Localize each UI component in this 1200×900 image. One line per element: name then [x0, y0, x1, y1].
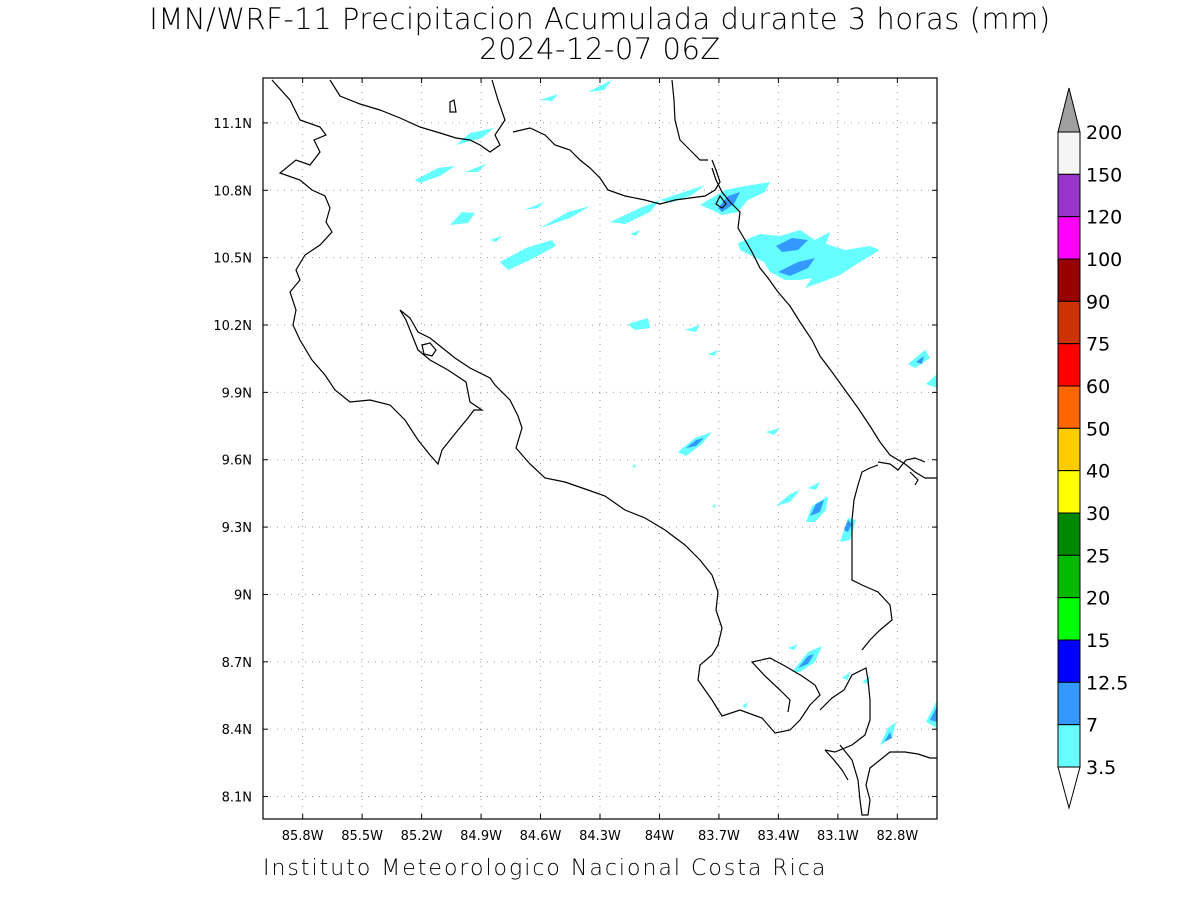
- legend-color-box: [1057, 639, 1081, 683]
- legend-label: 40: [1086, 461, 1110, 483]
- precipitation-areas: [415, 80, 937, 745]
- map-frame: [262, 77, 938, 820]
- map-subtitle-datetime: 2024-12-07 06Z: [479, 32, 721, 66]
- gridlines: [263, 78, 937, 819]
- legend-label: 150: [1086, 164, 1122, 186]
- color-legend: 200 150 120 100 90 75 60 50 40 30 25 20 15 12.5 7 3.5: [1057, 87, 1128, 810]
- lon-tick-label: 84.3W: [579, 829, 621, 844]
- lat-tick-label: 9N: [234, 588, 252, 603]
- legend-label: 120: [1086, 207, 1122, 229]
- legend-label: 25: [1086, 545, 1110, 567]
- footer-credit: Instituto Meteorologico Nacional Costa R…: [263, 856, 828, 881]
- lat-tick-label: 10.5N: [213, 252, 252, 267]
- lon-tick-label: 83.4W: [758, 829, 800, 844]
- legend-color-box: [1057, 216, 1081, 260]
- lat-tick-label: 11.1N: [213, 117, 252, 132]
- latitude-ticks: 11.1N 10.8N 10.5N 10.2N 9.9N 9.6N 9.3N 9N 8.7N 8.…: [213, 117, 937, 806]
- legend-color-box: [1057, 554, 1081, 599]
- legend-color-box: [1057, 681, 1081, 726]
- legend-label: 12.5: [1086, 672, 1128, 694]
- legend-color-box: [1057, 131, 1081, 175]
- legend-over-arrow: [1057, 87, 1081, 133]
- legend-label: 200: [1086, 122, 1122, 144]
- lat-tick-label: 9.3N: [222, 521, 252, 536]
- legend-label: 100: [1086, 249, 1122, 271]
- legend-label: 7: [1086, 715, 1098, 737]
- legend-label: 3.5: [1086, 757, 1116, 779]
- longitude-ticks: 85.8W 85.5W 85.2W 84.9W 84.6W 84.3W 84W 83.7W 83…: [282, 78, 918, 844]
- legend-label: 50: [1086, 418, 1110, 440]
- legend-color-box: [1057, 427, 1081, 472]
- lat-tick-label: 9.9N: [222, 386, 252, 401]
- lon-tick-label: 84.6W: [520, 829, 562, 844]
- legend-under-arrow: [1057, 766, 1081, 810]
- lat-tick-label: 10.2N: [213, 319, 252, 334]
- map-title: IMN/WRF-11 Precipitacion Acumulada duran…: [149, 2, 1051, 36]
- legend-label: 75: [1086, 334, 1110, 356]
- lon-tick-label: 84W: [645, 829, 675, 844]
- legend-color-box: [1057, 512, 1081, 556]
- legend-color-box: [1057, 343, 1081, 387]
- lat-tick-label: 8.1N: [222, 791, 252, 806]
- legend-label: 60: [1086, 376, 1110, 398]
- lon-tick-label: 85.2W: [401, 829, 443, 844]
- lat-tick-label: 8.7N: [222, 656, 252, 671]
- legend-color-box: [1057, 597, 1081, 641]
- lat-tick-label: 9.6N: [222, 454, 252, 469]
- legend-label: 30: [1086, 503, 1110, 525]
- lon-tick-label: 85.8W: [282, 829, 324, 844]
- lon-tick-label: 82.8W: [876, 829, 918, 844]
- legend-color-box: [1057, 300, 1081, 345]
- lat-tick-label: 8.4N: [222, 723, 252, 738]
- legend-color-box: [1057, 385, 1081, 429]
- legend-label: 15: [1086, 630, 1110, 652]
- lon-tick-label: 85.5W: [341, 829, 383, 844]
- legend-color-box: [1057, 258, 1081, 302]
- lon-tick-label: 83.7W: [698, 829, 740, 844]
- legend-label: 20: [1086, 588, 1110, 610]
- lon-tick-label: 84.9W: [460, 829, 502, 844]
- legend-color-box: [1057, 724, 1081, 768]
- legend-label: 90: [1086, 291, 1110, 313]
- legend-color-box: [1057, 470, 1081, 514]
- legend-color-box: [1057, 173, 1081, 218]
- lon-tick-label: 83.1W: [817, 829, 859, 844]
- lat-tick-label: 10.8N: [213, 184, 252, 199]
- coastlines: [271, 79, 937, 816]
